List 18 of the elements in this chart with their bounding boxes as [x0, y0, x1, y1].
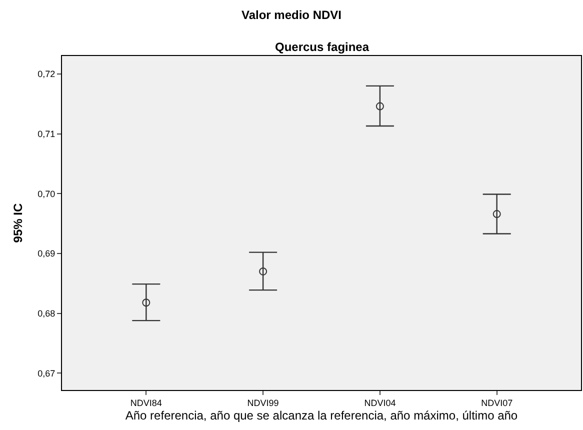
- chart-subtitle: Quercus faginea: [275, 40, 370, 54]
- chart-title: Valor medio NDVI: [241, 8, 342, 22]
- point: [142, 298, 150, 307]
- x-tick-label: NDVI84: [130, 398, 162, 408]
- point: [259, 267, 268, 276]
- x-tick-label: NDVI99: [247, 398, 279, 408]
- point: [492, 210, 501, 218]
- y-axis-title: 95% IC: [10, 202, 25, 243]
- y-tick-label: 0,67: [38, 368, 56, 378]
- y-tick-label: 0,68: [38, 308, 56, 319]
- x-tick-label: NDVI04: [364, 398, 396, 408]
- x-axis-title: Año referencia, año que se alcanza la referencia, año máximo, último año: [125, 408, 518, 423]
- y-tick-label: 0,70: [38, 188, 56, 199]
- point: [376, 102, 384, 110]
- y-tick-label: 0,72: [38, 69, 56, 80]
- y-tick-label: 0,71: [38, 128, 56, 139]
- y-tick-label: 0,69: [38, 248, 56, 259]
- x-tick-label: NDVI07: [481, 398, 513, 408]
